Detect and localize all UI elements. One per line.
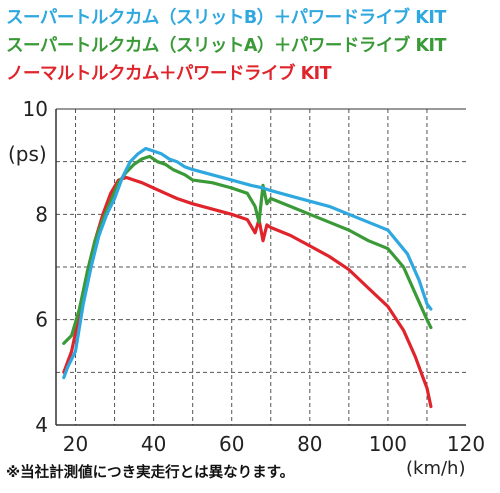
x-tick-label: 20	[63, 432, 88, 456]
series-line-red	[62, 175, 433, 409]
x-tick-label: 120	[447, 432, 485, 456]
x-tick-label: 60	[219, 432, 244, 456]
x-axis-unit: (km/h)	[406, 458, 466, 479]
series-line-blue	[62, 146, 433, 380]
x-tick-label: 100	[369, 432, 407, 456]
footnote: ※当社計測値につき実走行とは異なります。	[6, 465, 295, 481]
legend-series-blue: スーパートルクカム（スリットB）＋パワードライブ KIT	[6, 8, 446, 28]
y-tick-label: 6	[35, 308, 48, 332]
y-tick-label: 8	[35, 202, 48, 226]
x-tick-label: 40	[141, 432, 166, 456]
y-tick-label: 10	[23, 97, 48, 121]
series-line-green	[62, 154, 433, 345]
x-tick-label: 80	[297, 432, 322, 456]
legend-series-green: スーパートルクカム（スリットA）＋パワードライブ KIT	[6, 36, 446, 56]
legend-series-red: ノーマルトルクカム＋パワードライブ KIT	[6, 64, 332, 84]
y-axis-label: (ps)	[8, 142, 47, 166]
y-tick-label: 4	[35, 413, 48, 437]
